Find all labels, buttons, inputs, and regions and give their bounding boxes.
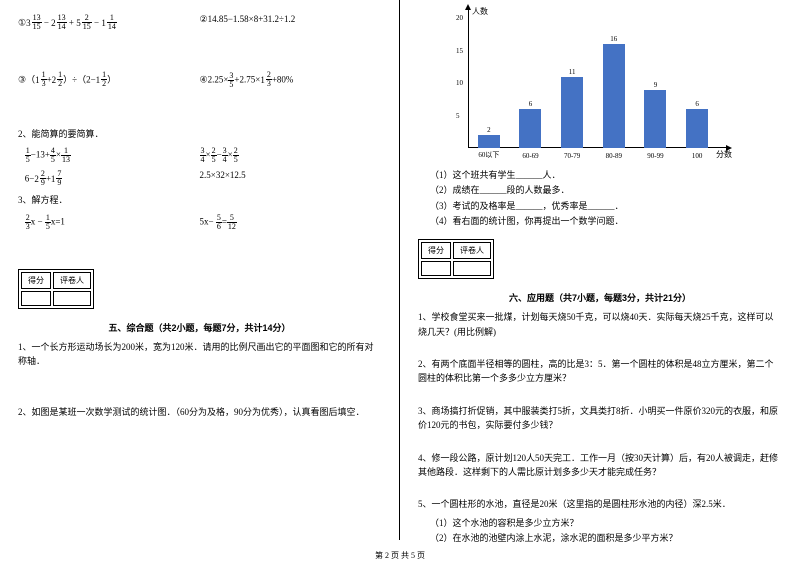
chart-sub2: （2）成绩在______段的人数最多． xyxy=(430,183,782,198)
q2-row-2: 6−229+179 2.5×32×12.5 xyxy=(18,170,381,187)
chart-sub1: （1）这个班共有学生______人． xyxy=(430,168,782,183)
grader-label-r: 评卷人 xyxy=(453,242,491,259)
bar-category: 80-89 xyxy=(594,152,634,160)
bar-wrap: 1170-79 xyxy=(559,68,585,149)
ytick: 20 xyxy=(456,14,463,22)
left-column: ①31315 − 21314 + 5215 − 1114 ②14.85−1.58… xyxy=(0,0,400,540)
bar xyxy=(686,109,708,148)
chart-sub3: （3）考试的及格率是______，优秀率是______． xyxy=(430,199,782,214)
expr-1c: ③（113+212）÷（2−112） xyxy=(18,71,200,89)
bar-category: 60-69 xyxy=(510,152,550,160)
q2-row-1: 15−13+45×113 34×25−34×25 xyxy=(18,147,381,164)
expr-q3b: 5x− 56=512 xyxy=(200,214,382,231)
expr-row-1: ①31315 − 21314 + 5215 − 1114 ②14.85−1.58… xyxy=(18,14,381,31)
bar-category: 70-79 xyxy=(552,152,592,160)
bar-value: 2 xyxy=(487,126,491,134)
section-5-title: 五、综合题（共2小题，每题7分，共计14分） xyxy=(18,321,381,334)
expr-1a: ①31315 − 21314 + 5215 − 1114 xyxy=(18,14,200,31)
sec6-q5: 5、一个圆柱形的水池，直径是20米（这里指的是圆柱形水池的内径）深2.5米． xyxy=(418,497,782,511)
expr-q2a: 15−13+45×113 xyxy=(18,147,200,164)
right-column: 人数 分数 260以下660-691170-791680-89990-99610… xyxy=(400,0,800,540)
expr-q3a: 23x − 15x=1 xyxy=(18,214,200,231)
expr-q2c: 6−229+179 xyxy=(18,170,200,187)
section-6-title: 六、应用题（共7小题，每题3分，共计21分） xyxy=(418,291,782,304)
q3-row: 23x − 15x=1 5x− 56=512 xyxy=(18,214,381,231)
bar-wrap: 6100 xyxy=(684,100,710,148)
score-label: 得分 xyxy=(21,272,51,289)
bar-value: 6 xyxy=(695,100,699,108)
page-footer: 第 2 页 共 5 页 xyxy=(0,550,800,561)
sec6-q1: 1、学校食堂买来一批煤，计划每天烧50千克，可以烧40天．实际每天烧25千克，这… xyxy=(418,310,782,339)
bars-container: 260以下 660-69 1170-79 1680-89 990-99 6100 xyxy=(468,18,718,148)
bar-category: 60以下 xyxy=(469,150,509,160)
ytick: 5 xyxy=(456,112,460,120)
bar-wrap: 260以下 xyxy=(476,126,502,148)
bar xyxy=(561,77,583,149)
q3-title: 3、解方程． xyxy=(18,193,381,207)
bar-category: 90-99 xyxy=(635,152,675,160)
expr-q2b: 34×25−34×25 xyxy=(200,147,382,164)
sec6-q5b: （2）在水池的池壁内涂上水泥，涂水泥的面积是多少平方米？ xyxy=(430,531,782,546)
bar-value: 9 xyxy=(654,81,658,89)
chart-sub4: （4）看右面的统计图，你再提出一个数学问题． xyxy=(430,214,782,229)
bar xyxy=(519,109,541,148)
expr-1b: ②14.85−1.58×8+31.2÷1.2 xyxy=(200,14,382,31)
score-label-r: 得分 xyxy=(421,242,451,259)
bar xyxy=(603,44,625,148)
bar xyxy=(478,135,500,148)
expr-row-2: ③（113+212）÷（2−112） ④2.25×35+2.75×123+80% xyxy=(18,71,381,89)
q2-title: 2、能简算的要简算． xyxy=(18,127,381,141)
sec6-q2: 2、有两个底面半径相等的圆柱，高的比是3：5．第一个圆柱的体积是48立方厘米，第… xyxy=(418,357,782,386)
score-box-right: 得分评卷人 xyxy=(418,239,494,279)
page-body: ①31315 − 21314 + 5215 − 1114 ②14.85−1.58… xyxy=(0,0,800,540)
bar-value: 16 xyxy=(610,35,617,43)
ytick: 15 xyxy=(456,47,463,55)
sec6-q3: 3、商场搞打折促销，其中服装类打5折，文具类打8折．小明买一件原价320元的衣服… xyxy=(418,404,782,433)
sec6-q4: 4、修一段公路，原计划120人50天完工．工作一月（按30天计算）后，有20人被… xyxy=(418,451,782,480)
bar-wrap: 990-99 xyxy=(642,81,668,149)
bar-chart: 人数 分数 260以下660-691170-791680-89990-99610… xyxy=(448,8,728,168)
bar-value: 11 xyxy=(569,68,576,76)
y-axis-label: 人数 xyxy=(472,6,488,17)
sec6-q5a: （1）这个水池的容积是多少立方米？ xyxy=(430,516,782,531)
ytick: 10 xyxy=(456,79,463,87)
sec5-q2: 2、如图是某班一次数学测试的统计图．（60分为及格，90分为优秀），认真看图后填… xyxy=(18,405,381,419)
expr-1d: ④2.25×35+2.75×123+80% xyxy=(200,71,382,89)
bar xyxy=(644,90,666,149)
bar-wrap: 1680-89 xyxy=(601,35,627,148)
grader-label: 评卷人 xyxy=(53,272,91,289)
bar-wrap: 660-69 xyxy=(517,100,543,148)
arrow-up-icon xyxy=(465,4,471,10)
expr-q2d: 2.5×32×12.5 xyxy=(200,170,382,187)
bar-value: 6 xyxy=(529,100,533,108)
bar-category: 100 xyxy=(677,152,717,160)
x-axis-label: 分数 xyxy=(716,149,732,160)
sec5-q1: 1、一个长方形运动场长为200米，宽为120米．请用的比例尺画出它的平面图和它的… xyxy=(18,340,381,369)
score-box-left: 得分评卷人 xyxy=(18,269,94,309)
